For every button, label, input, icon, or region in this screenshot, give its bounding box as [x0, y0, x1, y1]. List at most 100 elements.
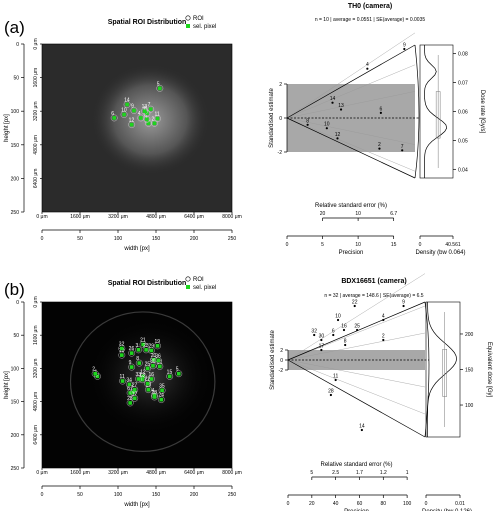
panel-a: (a) Spatial ROI Distribution ROI sel. pixel… [4, 3, 485, 256]
roi-marker [120, 111, 128, 118]
roi-label: 13 [142, 104, 148, 110]
roi-label: 10 [121, 108, 127, 114]
legend-roi-marker [185, 276, 191, 282]
radial-line [286, 32, 416, 119]
radial-line [287, 359, 426, 388]
rse-tick-label: 1 [406, 470, 409, 476]
data-point [334, 378, 337, 382]
roi-marker [156, 84, 164, 92]
radial-line [287, 359, 426, 415]
roi-label: 23 [143, 343, 149, 349]
roi-label: 33 [136, 372, 142, 378]
roi-pixel [112, 116, 116, 120]
rse-tick-label: 2.5 [332, 470, 339, 476]
roi-marker [142, 346, 150, 354]
precision-axis-title: Precision [339, 250, 364, 256]
radial-line [286, 64, 416, 119]
roi-label: 19 [155, 339, 161, 345]
precision-tick-label: 5 [321, 242, 324, 248]
radial-line [287, 332, 426, 361]
roi-pixel [155, 116, 160, 121]
wedge-top [286, 44, 416, 119]
point-label: 9 [402, 300, 405, 306]
radial-plot: TH0 (camera) n = 10 | average = 0.0551 | … [269, 3, 485, 256]
data-point [344, 343, 347, 347]
radial-stats: n = 32 | average = 148.6 | SE(average) =… [324, 293, 423, 299]
roi-pixel [132, 108, 136, 113]
roi-pixel [136, 377, 141, 381]
data-point [306, 123, 309, 126]
dose-axis-title: Dose rate [Gy/s] [479, 90, 485, 134]
point-label: 2 [378, 142, 381, 148]
roi-marker [141, 107, 149, 115]
roi-marker [118, 351, 126, 359]
roi-marker [154, 115, 161, 122]
roi-marker [135, 359, 143, 367]
roi-pixel [145, 381, 150, 386]
point-label: 9 [403, 43, 406, 49]
x-tick-label: 50 [77, 236, 83, 242]
roi-label: 12 [129, 118, 135, 124]
roi-pixel [152, 393, 157, 397]
precision-tick-label: 15 [391, 242, 397, 248]
um-y-tick-label: 6400 μm [33, 169, 39, 189]
roi-label: 35 [159, 383, 165, 389]
x-tick-label: 0 [41, 492, 44, 498]
radial-title: TH0 (camera) [348, 3, 392, 10]
dose-tick-label: 100 [465, 403, 474, 409]
dose-tick-label: 200 [465, 332, 474, 338]
precision-tick-label: 0 [286, 242, 289, 248]
legend-pixel-marker [186, 285, 190, 289]
roi-pixel [132, 396, 137, 401]
roi-pixel [142, 109, 147, 113]
precision-tick-label: 20 [309, 501, 315, 507]
roi-pixel [151, 363, 155, 368]
roi-pixel [125, 102, 129, 107]
radial-line [286, 117, 416, 172]
um-x-tick-label: 8000 μm [222, 470, 242, 476]
roi-label: 3 [144, 112, 147, 118]
roi-marker [154, 342, 161, 350]
roi-marker [154, 357, 162, 364]
roi-pixel [148, 107, 153, 111]
point-label: 30 [319, 334, 325, 340]
roi-pixel [141, 374, 145, 379]
radial-title: BDX16651 (camera) [341, 278, 406, 285]
x-tick-label: 200 [190, 236, 199, 242]
x-tick-label: 100 [114, 492, 123, 498]
roi-pixel [120, 379, 125, 383]
x-tick-label: 100 [114, 236, 123, 242]
roi-label: 11 [120, 374, 125, 380]
y-tick-label: 200 [11, 433, 20, 439]
roi-pixel [141, 342, 145, 347]
data-point [336, 137, 339, 140]
rse-tick-label: 5 [310, 470, 313, 476]
point-label: 10 [335, 314, 341, 320]
roi-label: 22 [145, 377, 151, 383]
point-label: 7 [401, 144, 404, 150]
data-point [355, 328, 359, 332]
roi-pixel [145, 111, 149, 116]
um-y-tick-label: 3200 μm [33, 101, 39, 121]
um-x-tick-label: 1600 μm [70, 470, 90, 476]
y-axis-title: height [px] [4, 371, 10, 399]
roi-pixel [149, 377, 154, 381]
dose-tick-label: 0.06 [458, 110, 468, 116]
density-curve [424, 45, 448, 178]
density-tick-label: 0 [425, 501, 428, 507]
roi-label: 3 [136, 343, 139, 349]
um-y-tick-label: 1600 μm [33, 325, 39, 345]
roi-marker [119, 377, 126, 385]
std-tick-label: 0 [279, 116, 282, 122]
roi-pixel [128, 401, 132, 405]
um-y-tick-label: 4800 μm [33, 392, 39, 412]
roi-label: 16 [148, 372, 154, 378]
density-axis-title: Density (bw 0.126) [422, 509, 472, 511]
y-axis-title: height [px] [4, 114, 10, 142]
point-label: 25 [354, 324, 360, 330]
roi-label: 14 [124, 97, 130, 103]
roi-marker [166, 372, 174, 380]
density-tick-label: 0.01 [455, 501, 465, 507]
roi-pixel [129, 365, 134, 369]
roi-pixel [120, 346, 124, 351]
